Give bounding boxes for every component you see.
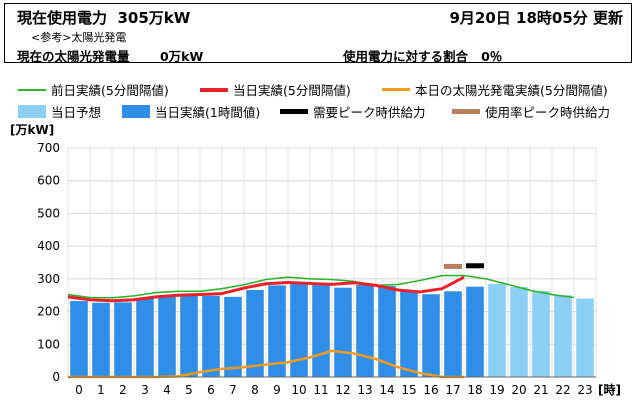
bar-forecast (510, 287, 528, 377)
legend-label: 使用率ピーク時供給力 (485, 105, 611, 120)
solar-generation-label: 現在の太陽光発電量 (17, 49, 130, 64)
bar-actual (422, 294, 440, 377)
x-tick-label: 9 (273, 383, 281, 397)
legend-swatch (280, 109, 308, 114)
update-time: 9月20日 18時05分 更新 (449, 9, 623, 27)
legend-swatch (200, 87, 228, 92)
legend-label: 前日実績(5分間隔値) (51, 83, 169, 98)
legend-label: 本日の太陽光発電実績(5分間隔値) (415, 83, 608, 98)
reference-note: <参考>太陽光発電 (31, 31, 127, 44)
x-tick-label: 1 (97, 383, 105, 397)
legend-swatch (382, 88, 410, 91)
bar-actual (466, 286, 484, 377)
bar-actual (400, 290, 418, 377)
x-tick-label: 19 (489, 383, 504, 397)
solar-generation-value: 0万kW (159, 49, 204, 64)
x-tick-label: 17 (445, 383, 460, 397)
y-tick-label: 100 (37, 337, 60, 351)
x-tick-label: 2 (119, 383, 127, 397)
bar-actual (92, 302, 110, 377)
current-usage: 現在使用電力 305万kW (17, 7, 190, 28)
bar-actual (158, 295, 176, 377)
y-tick-label: 200 (37, 305, 60, 319)
legend: 前日実績(5分間隔値) 当日実績(5分間隔値) 本日の太陽光発電実績(5分間隔値… (0, 76, 640, 120)
line-today-5min (67, 275, 465, 303)
bar-forecast (532, 290, 550, 377)
solar-ratio-value: 0％ (481, 49, 503, 64)
legend-item-today-hourly: 当日実績(1時間値) (122, 102, 260, 121)
bar-forecast (488, 283, 506, 377)
y-tick-label: 400 (37, 239, 60, 253)
x-tick-label: 11 (313, 383, 328, 397)
bar-actual (444, 291, 462, 377)
bar-actual (180, 295, 198, 377)
y-tick-label: 300 (37, 272, 60, 286)
solar-ratio: 使用電力に対する割合 0％ (343, 46, 502, 65)
bar-actual (290, 283, 308, 377)
bar-actual (268, 285, 286, 377)
x-tick-label: 0 (75, 383, 83, 397)
x-tick-label: 8 (251, 383, 259, 397)
x-tick-label: 21 (533, 383, 548, 397)
y-tick-label: 500 (37, 206, 60, 220)
x-tick-label: 22 (555, 383, 570, 397)
bar-actual (312, 285, 330, 377)
legend-label: 当日実績(1時間値) (155, 105, 261, 120)
bar-actual (356, 285, 374, 377)
bar-actual (246, 289, 264, 377)
x-tick-label: 12 (335, 383, 350, 397)
bar-actual (70, 301, 88, 377)
bar-forecast (576, 298, 594, 377)
bar-actual (334, 287, 352, 377)
x-tick-label: 7 (229, 383, 237, 397)
x-tick-label: 16 (423, 383, 438, 397)
legend-swatch (18, 105, 46, 118)
legend-swatch (452, 109, 480, 114)
legend-item-demand-peak: 需要ピーク時供給力 (280, 102, 426, 121)
x-tick-label: 3 (141, 383, 149, 397)
usage-peak-supply-marker (444, 263, 462, 269)
x-tick-label: 23 (577, 383, 592, 397)
line-prev-day (67, 274, 575, 299)
solar-ratio-label: 使用電力に対する割合 (343, 49, 469, 64)
current-usage-label: 現在使用電力 (17, 9, 108, 27)
x-tick-label: 18 (467, 383, 482, 397)
legend-item-usage-peak: 使用率ピーク時供給力 (452, 102, 610, 121)
x-tick-label: 4 (163, 383, 171, 397)
x-tick-label: 15 (401, 383, 416, 397)
bar-actual (202, 295, 220, 377)
y-tick-label: 0 (52, 370, 60, 384)
bar-actual (136, 298, 154, 377)
legend-swatch (18, 88, 46, 91)
legend-label: 当日予想 (51, 105, 102, 120)
x-tick-label: 14 (379, 383, 394, 397)
legend-item-today-5min: 当日実績(5分間隔値) (200, 80, 351, 99)
demand-peak-supply-marker (466, 263, 484, 269)
header-panel: 現在使用電力 305万kW 9月20日 18時05分 更新 <参考>太陽光発電 … (4, 3, 632, 65)
x-axis-unit: [時] (598, 382, 621, 397)
legend-item-prev-day: 前日実績(5分間隔値) (18, 80, 169, 99)
bar-forecast (554, 295, 572, 377)
bar-actual (378, 286, 396, 377)
x-tick-label: 6 (207, 383, 215, 397)
x-tick-label: 20 (511, 383, 526, 397)
legend-swatch (122, 105, 150, 118)
x-tick-label: 13 (357, 383, 372, 397)
legend-item-forecast: 当日予想 (18, 102, 101, 121)
bar-actual (114, 302, 132, 377)
bar-actual (224, 296, 242, 377)
current-usage-value: 305万kW (117, 9, 191, 27)
x-tick-label: 10 (291, 383, 306, 397)
solar-generation: 現在の太陽光発電量 0万kW (17, 46, 203, 65)
y-tick-label: 700 (37, 141, 60, 155)
y-tick-label: 600 (37, 174, 60, 188)
legend-label: 需要ピーク時供給力 (313, 105, 426, 120)
y-axis-unit: [万kW] (10, 123, 54, 137)
x-tick-label: 5 (185, 383, 193, 397)
legend-label: 当日実績(5分間隔値) (233, 83, 351, 98)
legend-item-solar: 本日の太陽光発電実績(5分間隔値) (382, 80, 608, 99)
